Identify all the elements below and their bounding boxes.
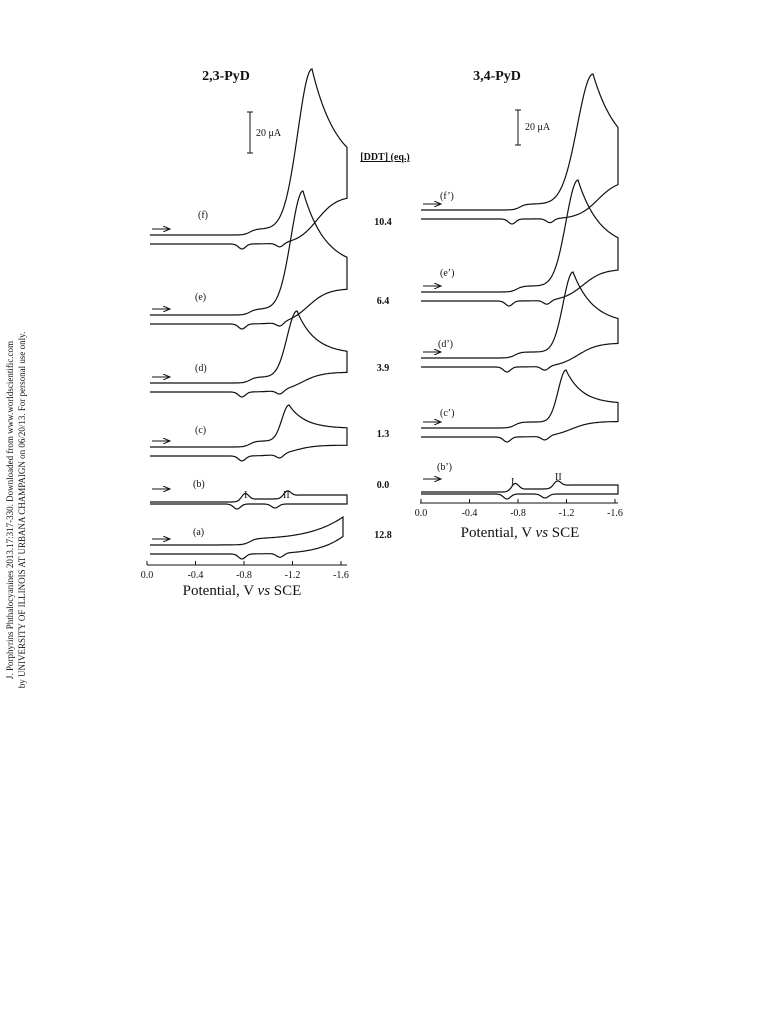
wave-label: I (511, 477, 514, 488)
x-axis-label-part: Potential, V (461, 525, 536, 541)
x-axis-label-part: Potential, V (183, 583, 258, 599)
cv-curve (421, 179, 619, 307)
curve-label: (e) (195, 292, 206, 303)
wave-label: II (283, 490, 290, 501)
x-tick-label: 0.0 (415, 508, 428, 519)
curve-label: (e’) (440, 268, 454, 279)
curve-label: (c’) (440, 408, 454, 419)
wave-label: II (555, 472, 562, 483)
curve-label: (a) (193, 527, 204, 538)
x-axis-label-part: vs (536, 525, 549, 541)
x-axis-label-part: SCE (270, 583, 301, 599)
x-tick-label: -0.8 (236, 570, 252, 581)
cv-curve (421, 480, 619, 500)
x-tick-label: -0.4 (188, 570, 204, 581)
x-tick-label: -1.2 (559, 508, 575, 519)
x-tick-label: -1.6 (607, 508, 623, 519)
cv-curve (150, 404, 348, 462)
curve-label: (f’) (440, 191, 454, 202)
x-tick-label: -0.4 (462, 508, 478, 519)
curve-label: (d) (195, 363, 207, 374)
cv-curve (421, 271, 619, 373)
panel-title: 3,4-PyD (473, 69, 521, 84)
sidebar-line: J. Porphyrins Phthalocyanines 2013.17:31… (5, 341, 15, 679)
ddt-value: 12.8 (374, 530, 392, 541)
cv-curve (150, 310, 348, 398)
ddt-header: [DDT] (eq.) (360, 152, 409, 163)
x-axis-label-part: vs (258, 583, 271, 599)
wave-label: I (244, 490, 247, 501)
curve-label: (d’) (438, 339, 453, 350)
ddt-value: 6.4 (377, 296, 390, 307)
x-tick-label: -1.6 (333, 570, 349, 581)
x-axis-label-part: SCE (548, 525, 579, 541)
x-tick-label: -1.2 (285, 570, 301, 581)
panel-title: 2,3-PyD (202, 69, 250, 84)
x-axis-label: Potential, V vs SCE (183, 583, 302, 599)
scale-label: 20 μA (525, 122, 551, 133)
x-tick-label: 0.0 (141, 570, 154, 581)
x-axis-label: Potential, V vs SCE (461, 525, 580, 541)
ddt-value: 3.9 (377, 363, 390, 374)
cv-curve (150, 490, 348, 510)
sidebar-line: by UNIVERSITY OF ILLINOIS AT URBANA CHAM… (17, 332, 27, 689)
ddt-value: 0.0 (377, 480, 390, 491)
curve-label: (c) (195, 425, 206, 436)
cv-curve (421, 73, 619, 225)
x-ticks: 0.0 -0.4 -0.8 -1.2 -1.6 (141, 561, 349, 581)
cv-curve (150, 515, 344, 560)
x-tick-label: -0.8 (510, 508, 526, 519)
x-ticks: 0.0 -0.4 -0.8 -1.2 -1.6 (415, 499, 623, 519)
scale-label: 20 μA (256, 128, 282, 139)
voltammograms (150, 68, 619, 560)
ddt-value: 10.4 (374, 217, 392, 228)
cv-curve (150, 190, 348, 330)
curve-label: (b’) (437, 462, 452, 473)
cv-curve (150, 68, 348, 250)
curve-label: (b) (193, 479, 205, 490)
ddt-value: 1.3 (377, 429, 390, 440)
curve-label: (f) (198, 210, 208, 221)
cv-curve (421, 369, 619, 443)
